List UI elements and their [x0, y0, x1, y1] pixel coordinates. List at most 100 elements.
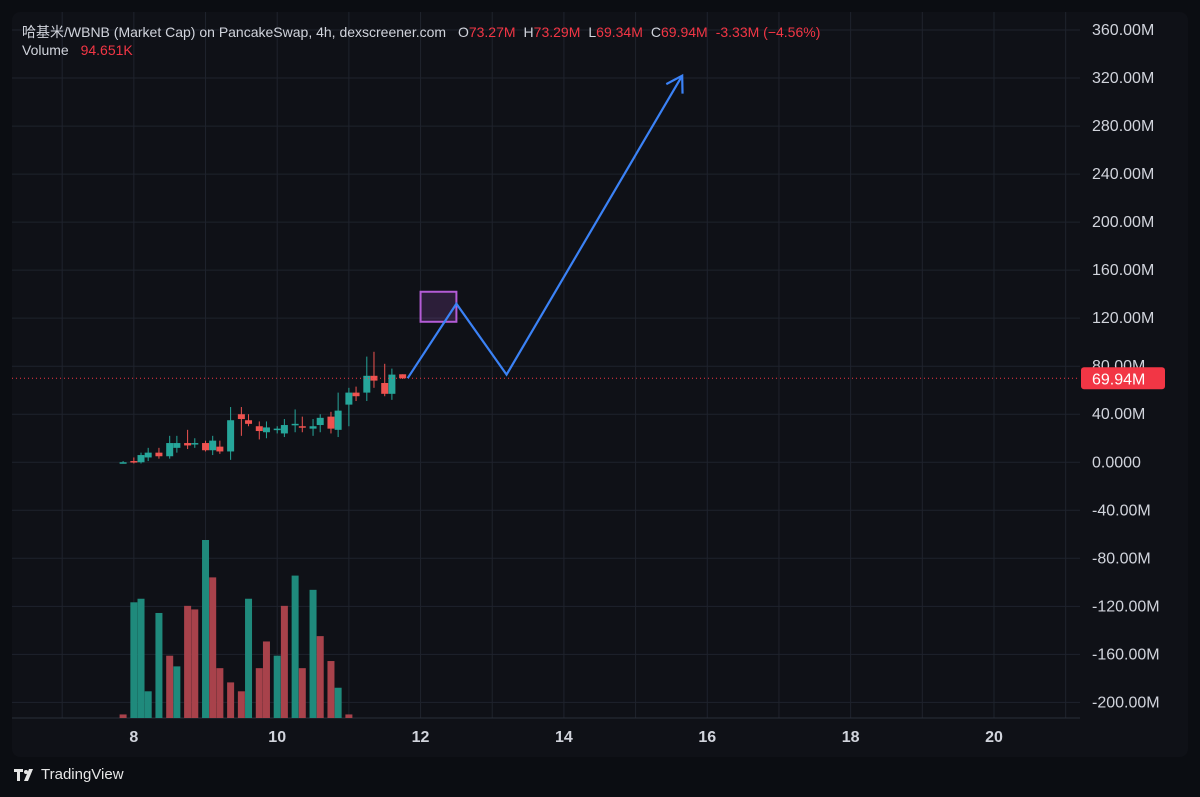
y-tick-label: 160.00M: [1092, 262, 1154, 279]
volume-bar: [130, 602, 138, 718]
candle-body: [119, 462, 127, 464]
volume-bar: [273, 655, 281, 718]
candle-body: [280, 425, 288, 434]
volume-bar: [280, 605, 288, 718]
legend-line-2: Volume 94.651K: [22, 42, 133, 58]
candle-body: [334, 410, 342, 430]
last-price-marker: [1081, 367, 1165, 390]
x-tick-label: 10: [268, 729, 286, 746]
candle-body: [352, 392, 360, 397]
x-tick-label: 18: [842, 729, 860, 746]
candle-body: [363, 375, 371, 393]
candle-body: [370, 375, 378, 381]
candle-body: [209, 440, 217, 451]
volume-value: 94.651K: [80, 42, 133, 58]
ohlc-value: 69.94M: [661, 24, 708, 40]
candle-body: [291, 423, 299, 426]
candle-body: [227, 420, 235, 452]
y-tick-label: 280.00M: [1092, 118, 1154, 135]
candle-body: [381, 383, 389, 394]
volume-bar: [202, 540, 210, 718]
candle-body: [155, 452, 163, 457]
ohlc-item: -3.33M (−4.56%): [716, 24, 821, 40]
volume-bar: [245, 598, 253, 718]
volume-bar: [144, 691, 152, 718]
ohlc-values: O73.27M H73.29M L69.34M C69.94M -3.33M (−4.5…: [450, 24, 820, 40]
candle-body: [166, 443, 174, 457]
ohlc-item: O73.27M: [458, 24, 516, 40]
overlay-layer: [12, 73, 1080, 379]
y-tick-label: -200.00M: [1092, 694, 1160, 711]
volume-bar: [309, 589, 317, 718]
volume-bar: [184, 605, 192, 718]
volume-bar: [173, 666, 181, 718]
x-tick-label: 14: [555, 729, 573, 746]
y-tick-label: -80.00M: [1092, 550, 1151, 567]
y-tick-label: 120.00M: [1092, 310, 1154, 327]
ohlc-key: C: [650, 24, 661, 40]
ohlc-key: H: [523, 24, 534, 40]
candle-body: [191, 443, 199, 445]
tradingview-brand[interactable]: TradingView: [14, 766, 124, 783]
volume-bar: [209, 577, 217, 718]
volume-bar: [316, 636, 324, 718]
y-tick-label: 320.00M: [1092, 70, 1154, 87]
grid-layer: [12, 12, 1080, 719]
volume-layer: [119, 540, 353, 718]
volume-bar: [327, 661, 335, 718]
volume-bar: [334, 687, 342, 718]
x-tick-label: 16: [698, 729, 716, 746]
candle-body: [144, 452, 152, 458]
y-tick-label: 0.0000: [1092, 454, 1141, 471]
volume-bar: [216, 668, 224, 718]
projection-path: [406, 75, 684, 379]
y-tick-label: 240.00M: [1092, 166, 1154, 183]
last-price-label: 69.94M: [1092, 371, 1145, 388]
y-tick-label: -160.00M: [1092, 646, 1160, 663]
volume-bar: [137, 598, 145, 718]
legend-line-1: 哈基米/WBNB (Market Cap) on PancakeSwap, 4h…: [22, 22, 820, 42]
volume-bar: [166, 655, 174, 718]
y-tick-label: -120.00M: [1092, 598, 1160, 615]
candle-body: [298, 426, 306, 428]
volume-bar: [227, 682, 235, 718]
candle-body: [255, 426, 263, 432]
candle-body: [130, 461, 138, 463]
candle-body: [345, 392, 353, 405]
y-tick-label: -40.00M: [1092, 502, 1151, 519]
ohlc-item: H73.29M: [524, 24, 581, 40]
candle-body: [237, 414, 245, 420]
candle-body: [184, 443, 192, 446]
target-box: [419, 290, 458, 323]
candle-layer: [119, 351, 407, 464]
ohlc-value: 73.29M: [533, 24, 581, 40]
y-tick-label: 200.00M: [1092, 214, 1154, 231]
candle-body: [216, 446, 224, 452]
candle-body: [262, 427, 270, 433]
tradingview-logo-icon: [14, 768, 33, 781]
volume-bar: [262, 641, 270, 718]
ohlc-key: O: [457, 24, 469, 40]
volume-label: Volume: [22, 42, 69, 58]
candle-body: [273, 428, 281, 431]
axis-layer: -200.00M -160.00M -120.00M -80.00M -40.00M 0.…: [129, 22, 1165, 746]
symbol-title: 哈基米/WBNB (Market Cap) on PancakeSwap, 4h…: [22, 24, 447, 40]
candle-body: [399, 374, 407, 379]
candle-body: [327, 416, 335, 429]
y-tick-label: 360.00M: [1092, 22, 1154, 39]
x-tick-label: 20: [985, 729, 1003, 746]
candle-body: [388, 374, 396, 394]
candle-body: [202, 443, 210, 451]
ohlc-item: L69.34M: [588, 24, 643, 40]
candle-body: [173, 443, 181, 448]
ohlc-value: 69.34M: [596, 24, 643, 40]
volume-bar: [119, 714, 127, 718]
candle-body: [309, 426, 317, 429]
x-tick-label: 8: [129, 729, 138, 746]
ohlc-item: C69.94M: [651, 24, 708, 40]
volume-bar: [255, 668, 263, 718]
candle-body: [245, 420, 253, 424]
ohlc-value: -3.33M (−4.56%): [715, 24, 821, 40]
